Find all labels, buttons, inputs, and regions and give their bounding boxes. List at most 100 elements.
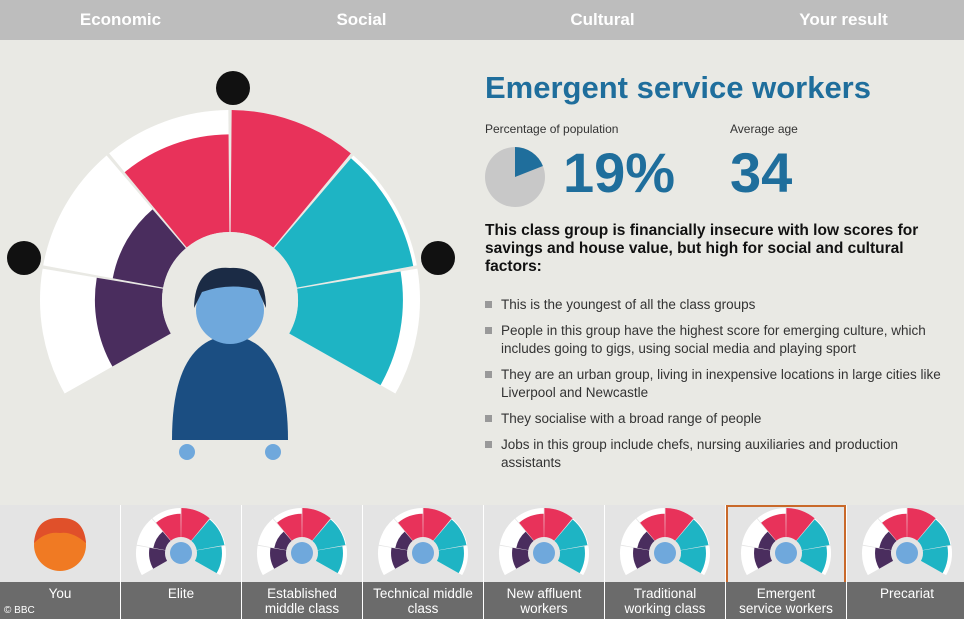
class-label: Traditional working class xyxy=(605,582,725,619)
thumb-icon xyxy=(136,508,226,576)
nav-tab[interactable]: Social xyxy=(336,10,387,29)
fan-segment xyxy=(230,110,351,248)
fan-segment xyxy=(920,546,948,574)
fan-segment xyxy=(112,209,186,288)
mini-face xyxy=(654,542,676,564)
fan-segment xyxy=(194,546,222,574)
population-label: Percentage of population xyxy=(485,122,619,136)
mini-fan xyxy=(741,508,831,576)
mini-face xyxy=(896,542,918,564)
fan-segment xyxy=(149,547,168,569)
footer: © BBC xyxy=(4,605,35,616)
class-thumb[interactable]: Established middle class xyxy=(242,505,362,619)
class-label: Precariat xyxy=(847,582,964,619)
mini-fan xyxy=(136,508,226,576)
bullet: This is the youngest of all the class gr… xyxy=(485,296,955,314)
average-age: 34 xyxy=(730,141,793,204)
mini-fan xyxy=(378,508,468,576)
fan-segment xyxy=(544,508,573,541)
bullet: People in this group have the highest sc… xyxy=(485,322,955,358)
class-thumb[interactable]: Traditional working class xyxy=(605,505,725,619)
fan-segment xyxy=(786,508,815,541)
mini-fan xyxy=(499,508,589,576)
fan-segment xyxy=(879,531,897,551)
fan-segment xyxy=(289,271,403,386)
bullet: They are an urban group, living in inexp… xyxy=(485,366,955,402)
fan-segment xyxy=(665,508,694,541)
summary: This class group is financially insecure… xyxy=(485,222,919,275)
fan-segment xyxy=(640,513,665,541)
thumb-icon xyxy=(741,508,831,576)
nav-tab[interactable]: Economic xyxy=(79,10,162,29)
figure-body xyxy=(172,335,288,440)
class-label: Technical middle class xyxy=(363,582,483,619)
fan-segment xyxy=(675,519,709,551)
fan-segment xyxy=(395,531,413,551)
fan-segment xyxy=(277,513,302,541)
fan-segment xyxy=(191,519,225,551)
class-thumb[interactable]: New affluent workers xyxy=(484,505,604,619)
percentage: 19% xyxy=(563,141,676,204)
mini-face xyxy=(291,542,313,564)
fan-segment xyxy=(633,547,652,569)
fan-segment xyxy=(181,508,210,541)
fan-segment xyxy=(274,531,292,551)
mini-face xyxy=(170,542,192,564)
radial-chart xyxy=(7,71,455,460)
figure-hand xyxy=(179,444,195,460)
fan-segment xyxy=(153,531,171,551)
fan-segment xyxy=(433,519,467,551)
fan-segment xyxy=(302,508,331,541)
result-title: Emergent service workers xyxy=(485,70,871,105)
fan-segment xyxy=(796,519,830,551)
fan-segment xyxy=(519,513,544,541)
class-thumb[interactable]: Emergent service workers xyxy=(726,505,846,619)
fan-segment xyxy=(423,508,452,541)
bullet-list: This is the youngest of all the class gr… xyxy=(485,296,955,480)
fan-segment xyxy=(554,519,588,551)
class-thumb[interactable]: You xyxy=(0,505,120,619)
thumb-icon xyxy=(34,517,86,571)
fan-segment xyxy=(678,546,706,574)
fan-segment xyxy=(754,547,773,569)
population-pie xyxy=(485,147,545,207)
fan-segment xyxy=(917,519,951,551)
fan-segment xyxy=(315,546,343,574)
fan-segment xyxy=(270,547,289,569)
mini-face xyxy=(412,542,434,564)
nav-tab[interactable]: Your result xyxy=(799,10,888,29)
hair xyxy=(34,517,86,543)
fan-segment xyxy=(637,531,655,551)
fan-segment xyxy=(274,158,414,288)
class-label: New affluent workers xyxy=(484,582,604,619)
class-label: Established middle class xyxy=(242,582,362,619)
class-thumb[interactable]: Precariat xyxy=(847,505,964,619)
class-thumb[interactable]: Elite xyxy=(121,505,241,619)
class-label: Elite xyxy=(121,582,241,619)
fan-segment xyxy=(398,513,423,541)
nav-tab[interactable]: Cultural xyxy=(570,10,635,29)
mini-fan xyxy=(862,508,952,576)
thumb-icon xyxy=(499,508,589,576)
figure-hair xyxy=(194,267,266,308)
class-strip: You Elite Established middle class Technica… xyxy=(0,505,964,619)
pie-slice xyxy=(515,147,543,177)
fan-segment xyxy=(391,547,410,569)
mini-face xyxy=(533,542,555,564)
fan-segment xyxy=(799,546,827,574)
fan-segment xyxy=(557,546,585,574)
class-thumb[interactable]: Technical middle class xyxy=(363,505,483,619)
class-label: Emergent service workers xyxy=(726,582,846,619)
thumb-icon xyxy=(862,508,952,576)
figure-head xyxy=(196,276,264,344)
class-label: You xyxy=(0,582,120,619)
nav-bar: Economic Social Cultural Your result xyxy=(0,0,964,40)
economic-icon xyxy=(7,241,41,275)
fan-segment xyxy=(875,547,894,569)
mini-fan xyxy=(620,508,710,576)
fan-segment xyxy=(156,513,181,541)
fan-segment xyxy=(436,546,464,574)
fan-segment xyxy=(516,531,534,551)
bullet: They socialise with a broad range of peo… xyxy=(485,410,955,428)
